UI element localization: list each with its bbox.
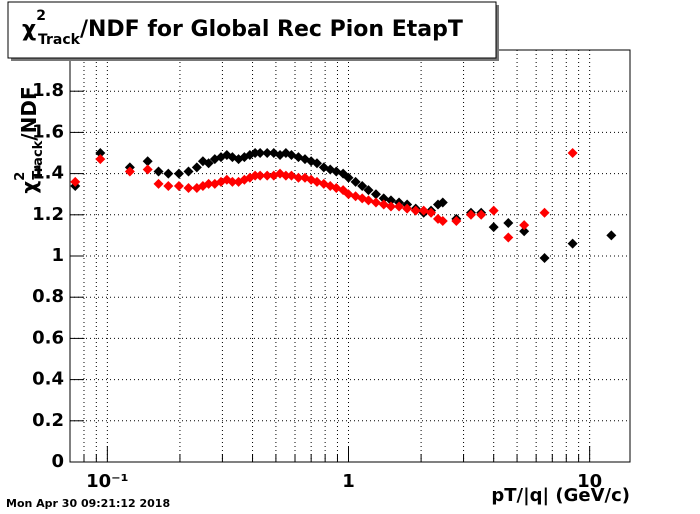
data-point <box>488 222 499 233</box>
data-point <box>350 176 361 187</box>
title-box <box>7 1 497 59</box>
data-point <box>255 170 266 181</box>
data-point <box>280 170 291 181</box>
data-point <box>262 170 273 181</box>
y-tick-label: 0 <box>51 451 64 472</box>
data-point <box>370 197 381 208</box>
y-label-text: χ2 Track/NDF <box>13 86 46 193</box>
data-point <box>385 195 396 206</box>
y-label-main: /NDF <box>17 86 41 140</box>
data-point <box>255 148 266 158</box>
data-point <box>293 172 304 183</box>
data-point <box>163 180 174 191</box>
grid <box>70 50 630 463</box>
data-point <box>357 180 368 191</box>
data-point <box>363 195 374 206</box>
data-point <box>426 207 437 218</box>
data-point <box>519 220 530 231</box>
y-label-sub: Track <box>31 140 46 179</box>
data-point <box>418 205 429 216</box>
data-point <box>343 189 354 200</box>
y-axis-label: χ2 Track/NDF <box>13 86 46 193</box>
y-tick-label: 1.4 <box>32 163 64 184</box>
data-point <box>163 168 174 179</box>
y-tick-label: 0.2 <box>32 410 64 431</box>
data-point <box>476 209 487 220</box>
data-point <box>378 193 389 204</box>
data-point <box>378 199 389 210</box>
data-point <box>539 207 550 218</box>
y-tick-label: 0.6 <box>32 327 64 348</box>
data-point <box>124 166 135 177</box>
data-point <box>95 148 106 158</box>
data-point <box>343 172 354 183</box>
data-point <box>203 178 214 189</box>
x-axis-label: pT/|q| (GeV/c) <box>491 485 630 506</box>
title-sub: Track <box>38 32 81 48</box>
data-point <box>385 201 396 212</box>
y-tick-label: 1 <box>51 245 64 266</box>
y-tick-label: 0.8 <box>32 286 64 307</box>
data-point <box>95 154 106 165</box>
x-tick-label: 10⁻¹ <box>86 471 128 492</box>
data-point <box>173 168 184 179</box>
data-point <box>142 164 153 175</box>
data-point <box>437 197 448 208</box>
y-tick-label: 1.2 <box>32 204 64 225</box>
title-symbol: χ <box>22 17 36 42</box>
data-point <box>262 148 273 158</box>
y-tick-label: 1.8 <box>32 80 64 101</box>
data-point <box>363 185 374 196</box>
data-point <box>402 203 413 214</box>
data-point <box>173 180 184 191</box>
data-point <box>410 205 421 216</box>
y-label-sup: 2 <box>13 172 28 181</box>
data-point <box>70 176 81 187</box>
x-tick-label: 10 <box>577 471 602 492</box>
data-point <box>567 238 578 249</box>
y-label-symbol: χ <box>17 181 41 194</box>
title-main: /NDF for Global Rec Pion EtapT <box>80 17 463 42</box>
data-point <box>394 201 405 212</box>
data-point <box>142 156 153 167</box>
title-sup: 2 <box>36 8 46 24</box>
chart-title: χ2 Track/NDF for Global Rec Pion EtapT <box>22 8 463 48</box>
y-tick-label: 1.6 <box>32 121 64 142</box>
data-point <box>370 189 381 200</box>
data-point <box>606 230 617 241</box>
data-point <box>153 178 164 189</box>
data-point <box>183 183 194 194</box>
data-point <box>465 209 476 220</box>
data-point <box>567 148 578 158</box>
data-point <box>488 205 499 216</box>
data-point <box>451 215 462 226</box>
data-point <box>153 166 164 177</box>
data-point <box>191 162 202 173</box>
y-tick-label: 0.4 <box>32 369 64 390</box>
data-point <box>519 226 530 237</box>
data-point <box>503 218 514 229</box>
x-tick-label: 1 <box>342 471 355 492</box>
data-point <box>311 158 322 169</box>
data-point <box>503 232 514 243</box>
data-point <box>203 158 214 169</box>
data-point <box>437 215 448 226</box>
data-point <box>227 176 238 187</box>
data-point <box>183 166 194 177</box>
data-point <box>539 253 550 264</box>
footer-date: Mon Apr 30 09:21:12 2018 <box>6 497 170 510</box>
